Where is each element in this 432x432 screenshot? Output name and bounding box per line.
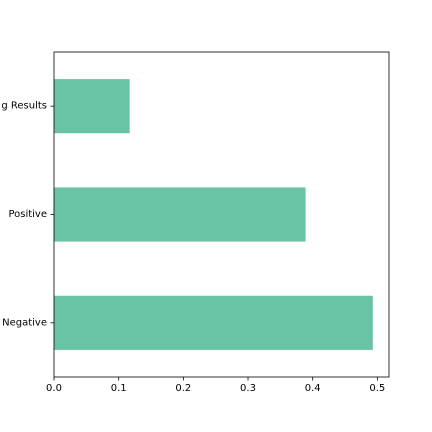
- x-tick-label: 0.2: [175, 383, 191, 394]
- x-tick-label: 0.5: [369, 383, 385, 394]
- y-axis-ticks: Negative Positive g Results: [1, 101, 54, 328]
- y-tick-label: Positive: [8, 209, 47, 220]
- bars-group: [54, 79, 373, 350]
- x-axis-ticks: 0.0 0.1 0.2 0.3 0.4 0.5: [46, 377, 385, 394]
- bar-negative: [54, 295, 373, 350]
- x-tick-label: 0.0: [46, 383, 62, 394]
- bar-positive: [54, 187, 306, 242]
- y-tick-label: g Results: [1, 101, 47, 112]
- x-tick-label: 0.1: [111, 383, 127, 394]
- bar-g-results: [54, 79, 130, 134]
- y-tick-label: Negative: [2, 317, 47, 328]
- x-tick-label: 0.4: [305, 383, 321, 394]
- x-tick-label: 0.3: [240, 383, 256, 394]
